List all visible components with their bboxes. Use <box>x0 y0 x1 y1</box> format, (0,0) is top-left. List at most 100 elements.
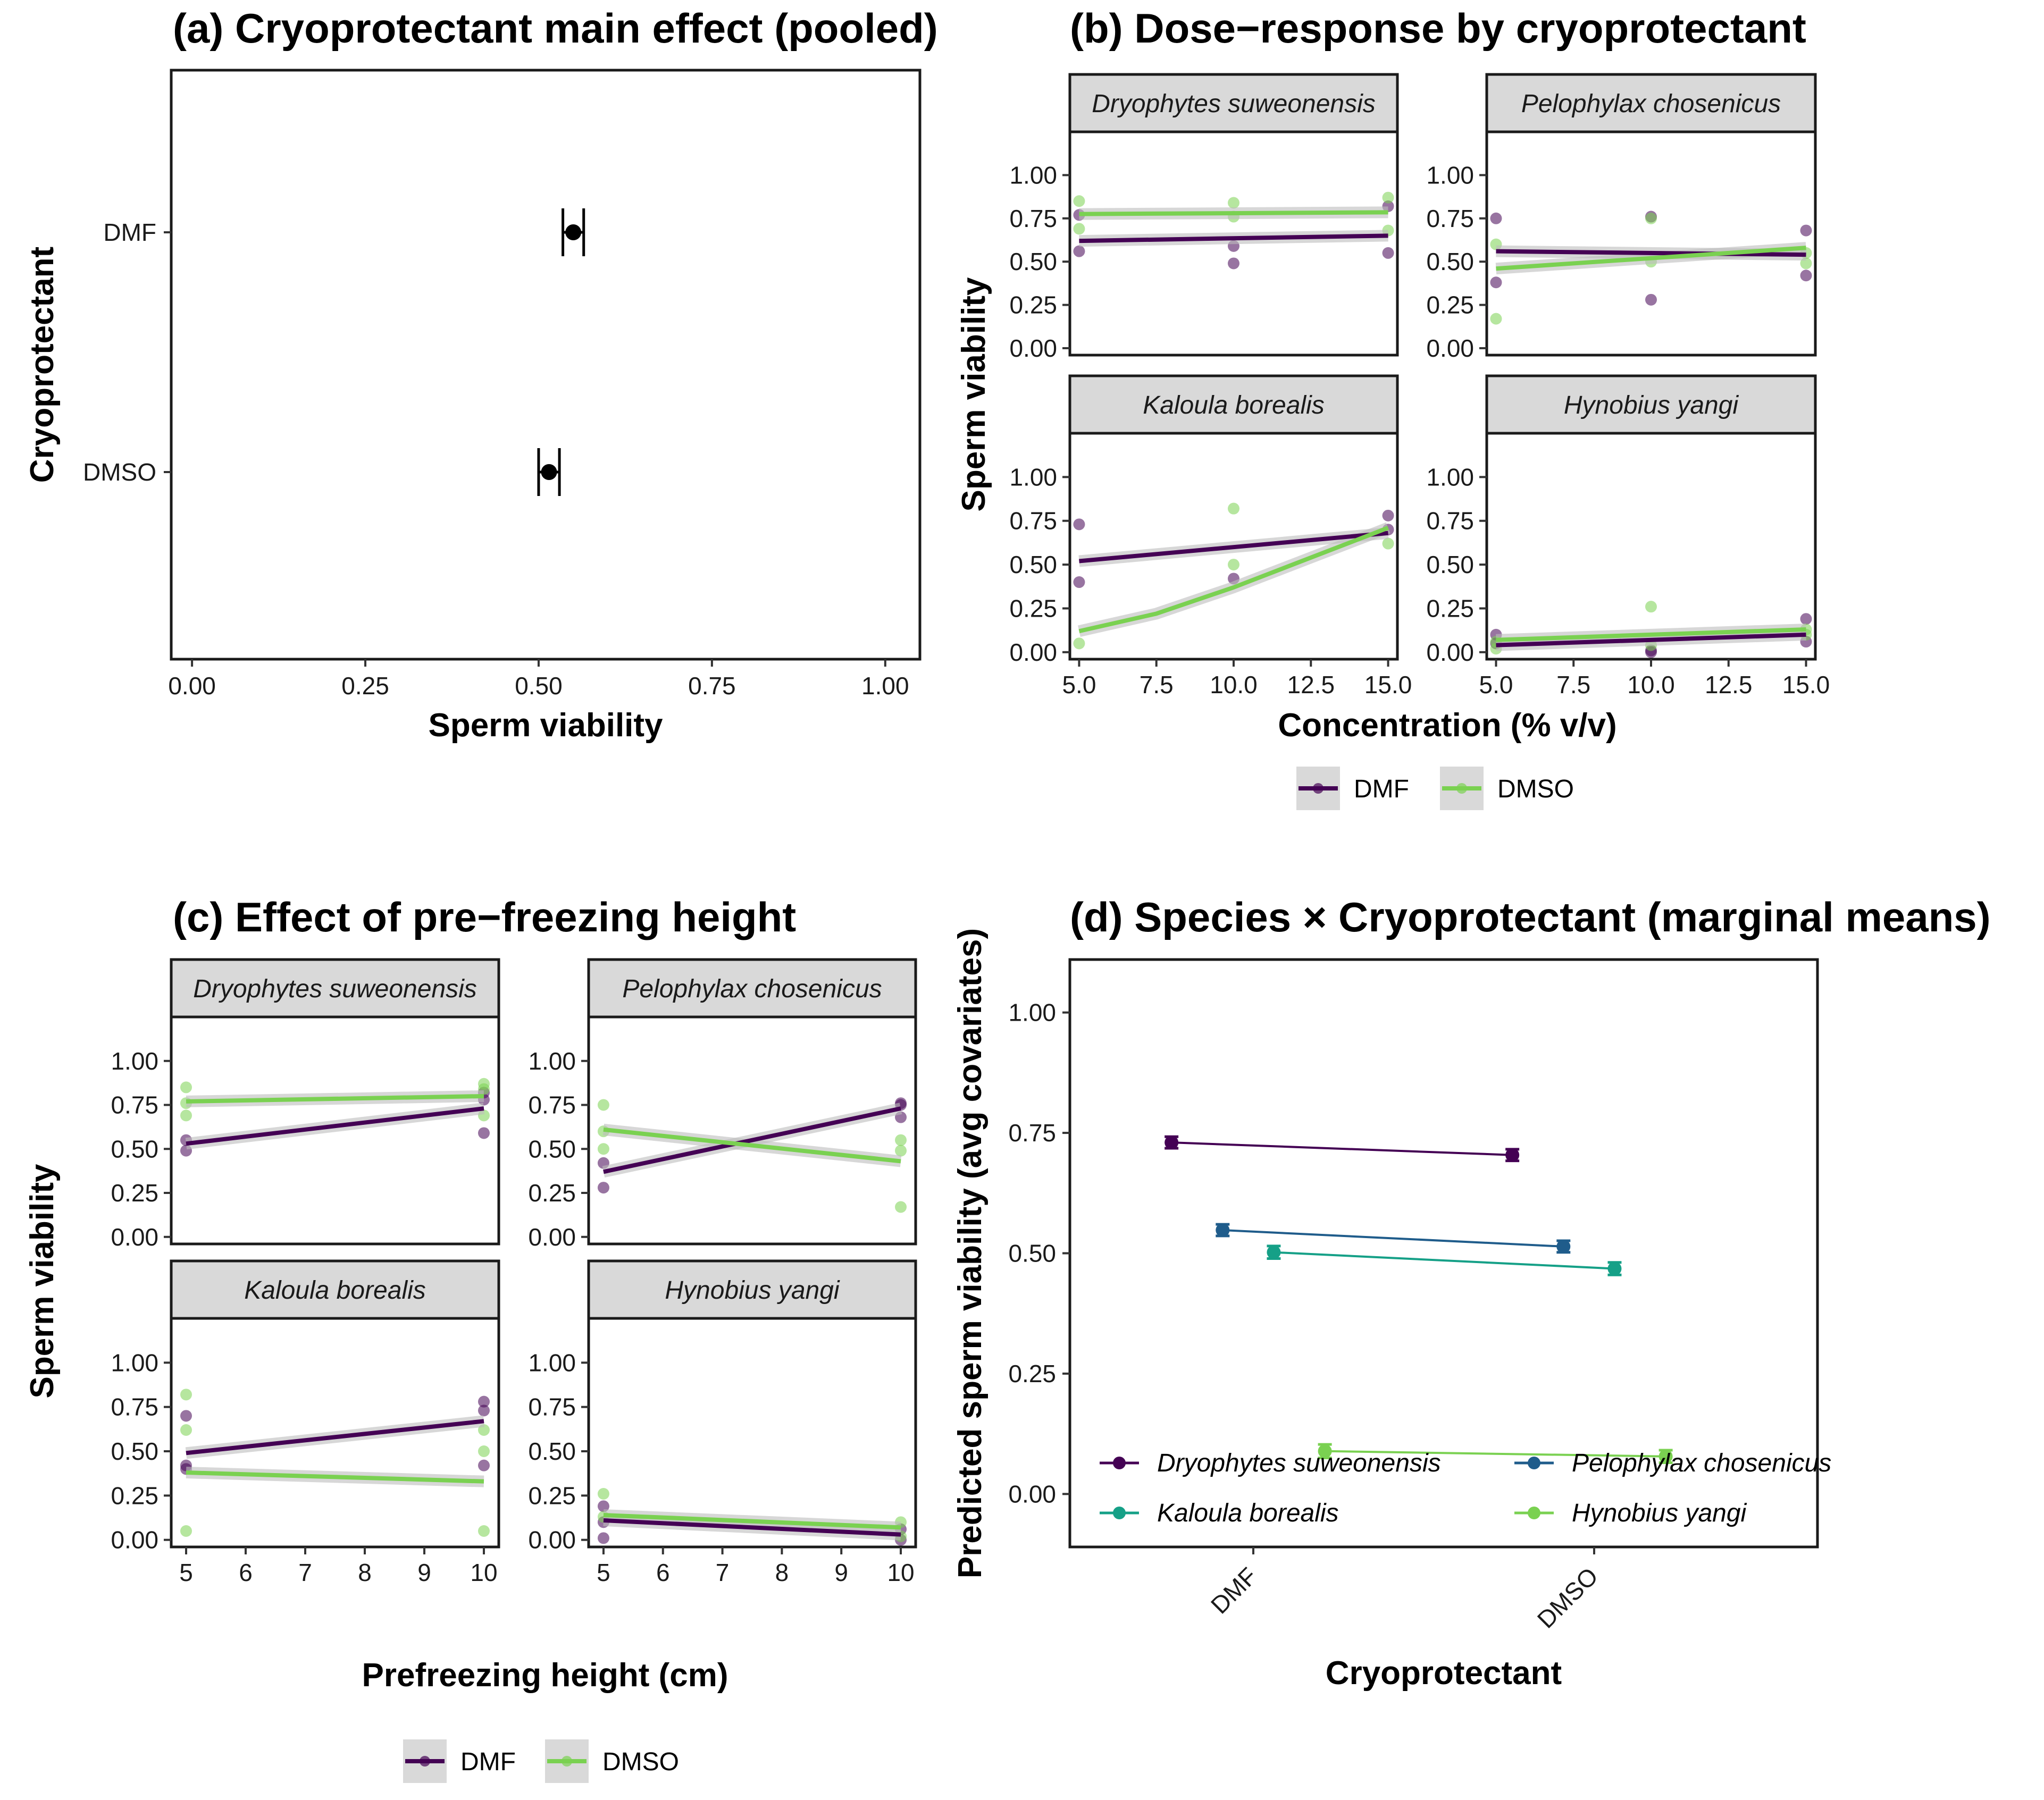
panel-d-xlabel: Cryoprotectant <box>1326 1655 1562 1692</box>
panel-d-legend-label-pelophylax-chosenicus: Pelophylax chosenicus <box>1572 1449 1831 1477</box>
panel-b-facet-dryophytes-suweonensis-ytick-label: 0.00 <box>1009 334 1057 362</box>
panel-a-frame <box>170 69 922 661</box>
panel-b-facet-hynobius-yangi-point-dmso <box>1645 601 1657 613</box>
panel-d-ylabel: Predicted sperm viability (avg covariate… <box>952 928 989 1578</box>
panel-c-facet-hynobius-yangi-point-dmf <box>597 1532 609 1544</box>
panel-b-facet-kaloula-borealis-point-dmso <box>1228 559 1239 571</box>
panel-d-legend-dot-hynobius-yangi <box>1528 1507 1540 1519</box>
panel-c-legend-dot-dmso <box>562 1756 572 1767</box>
panel-c-facet-hynobius-yangi-point-dmso <box>597 1488 609 1500</box>
panel-a-xtick-label: 0.75 <box>688 672 736 700</box>
panel-c-facet-kaloula-borealis-ytick-label: 1.00 <box>111 1349 158 1376</box>
panel-a-point-dmf <box>562 208 585 256</box>
panel-c-title: (c) Effect of pre−freezing height <box>173 894 796 940</box>
panel-c-facet-hynobius-yangi-xtick-label: 5 <box>597 1559 610 1586</box>
panel-c-facet-hynobius-yangi-xtick-label: 7 <box>716 1559 730 1586</box>
panel-c-facet-dryophytes-suweonensis-point-dmso <box>180 1109 192 1122</box>
panel-b-facet-pelophylax-chosenicus-ytick-label: 0.50 <box>1426 248 1474 275</box>
panel-c-facet-hynobius-yangi-ytick-label: 0.75 <box>528 1393 576 1421</box>
panel-b-facet-hynobius-yangi-xtick-label: 10.0 <box>1627 671 1675 699</box>
panel-b-facet-hynobius-yangi-ytick-label: 0.25 <box>1426 594 1474 622</box>
panel-d-frame <box>1068 958 1819 1549</box>
panel-b-facet-pelophylax-chosenicus-point-dmf <box>1645 293 1657 306</box>
panel-c-facet-hynobius-yangi-xtick-label: 6 <box>656 1559 670 1586</box>
panel-b-facet-pelophylax-chosenicus-strip-label: Pelophylax chosenicus <box>1521 90 1781 118</box>
panel-b-facet-kaloula-borealis-point-dmso <box>1382 537 1394 550</box>
panel-c-facet-kaloula-borealis-fit-dmso <box>186 1470 484 1484</box>
panel-b-facet-pelophylax-chosenicus-point-dmf <box>1490 212 1502 224</box>
panel-c-facet-hynobius-yangi-ytick-label: 1.00 <box>528 1349 576 1376</box>
panel-c-facet-dryophytes-suweonensis-point-dmf <box>478 1127 490 1139</box>
panel-c-facet-kaloula-borealis-xtick-label: 10 <box>470 1559 497 1586</box>
panel-d-ytick-label: 0.00 <box>1008 1480 1056 1508</box>
panel-a-xlabel: Sperm viability <box>428 707 663 744</box>
panel-c-facet-dryophytes-suweonensis-fit-dmso <box>186 1094 484 1104</box>
panel-c-facet-kaloula-borealis-point-dmso <box>180 1424 192 1436</box>
panel-c-facet-dryophytes-suweonensis-ytick-label: 0.25 <box>111 1179 158 1207</box>
panel-a-ytick-label: DMF <box>103 218 156 246</box>
panel-b-title: (b) Dose−response by cryoprotectant <box>1070 5 1806 52</box>
panel-c-facet-pelophylax-chosenicus-ytick-label: 0.75 <box>528 1091 576 1119</box>
panel-d-ytick-label: 0.25 <box>1008 1360 1056 1387</box>
panel-c-facet-hynobius-yangi-xtick-label: 8 <box>775 1559 789 1586</box>
panel-c-facet-pelophylax-chosenicus-strip-label: Pelophylax chosenicus <box>622 975 882 1003</box>
panel-b-facet-dryophytes-suweonensis-ytick-label: 0.25 <box>1009 291 1057 319</box>
panel-b-facet-kaloula-borealis-xtick-label: 12.5 <box>1287 671 1335 699</box>
panel-d-point <box>1607 1261 1622 1276</box>
panel-c-facet-kaloula-borealis-point-dmf <box>180 1410 192 1422</box>
panel-d-ytick-label: 1.00 <box>1008 999 1056 1027</box>
panel-c-facet-pelophylax-chosenicus-point-dmso <box>895 1134 907 1146</box>
panel-c-facet-hynobius-yangi-ytick-label: 0.00 <box>528 1526 576 1554</box>
panel-c-facet-dryophytes-suweonensis-strip-label: Dryophytes suweonensis <box>193 975 477 1003</box>
panel-c-facet-kaloula-borealis-ytick-label: 0.00 <box>111 1526 158 1554</box>
panel-c-facet-kaloula-borealis-ytick-label: 0.50 <box>111 1437 158 1465</box>
panel-b-legend-label-dmf: DMF <box>1354 775 1409 803</box>
panel-b-facet-dryophytes-suweonensis-strip-label: Dryophytes suweonensis <box>1092 90 1376 118</box>
panel-c-facet-pelophylax-chosenicus-ytick-label: 0.50 <box>528 1135 576 1163</box>
panel-b-legend-dot-dmso <box>1456 783 1467 794</box>
panel-a-xtick-label: 1.00 <box>861 672 909 700</box>
panel-d-series-hynobius-yangi <box>1318 1443 1673 1464</box>
panel-c-facet-hynobius-yangi-frame <box>587 1317 917 1549</box>
panel-b-facet-dryophytes-suweonensis-point-dmso <box>1073 223 1085 235</box>
panel-b-facet-pelophylax-chosenicus-point-dmso <box>1645 212 1657 224</box>
panel-c-facet-kaloula-borealis-xtick-label: 8 <box>358 1559 372 1586</box>
panel-b-facet-kaloula-borealis-point-dmf <box>1073 518 1085 531</box>
panel-a-xtick-label: 0.50 <box>515 672 563 700</box>
panel-c-facet-kaloula-borealis-ytick-label: 0.75 <box>111 1393 158 1421</box>
panel-b-facet-hynobius-yangi-xtick-label: 7.5 <box>1556 671 1590 699</box>
panel-b-facet-pelophylax-chosenicus-ytick-label: 0.75 <box>1426 205 1474 232</box>
panel-b-facet-hynobius-yangi-ytick-label: 1.00 <box>1426 463 1474 491</box>
panel-b-facet-pelophylax-chosenicus-strip <box>1485 73 1817 133</box>
panel-b-facet-pelophylax-chosenicus-frame <box>1485 130 1817 357</box>
panel-b-facet-dryophytes-suweonensis-ytick-label: 0.50 <box>1009 248 1057 275</box>
panel-b-facet-kaloula-borealis-point-dmf <box>1382 509 1394 522</box>
panel-d-point <box>1318 1444 1332 1458</box>
panel-c-facet-pelophylax-chosenicus-point-dmso <box>895 1145 907 1157</box>
panel-b-facet-hynobius-yangi-ytick-label: 0.50 <box>1426 551 1474 578</box>
panel-b-facet-dryophytes-suweonensis-point-dmso <box>1382 191 1394 204</box>
panel-d-ytick-label: 0.50 <box>1008 1240 1056 1267</box>
panel-b-facet-kaloula-borealis-strip-label: Kaloula borealis <box>1143 391 1325 419</box>
panel-b-facet-pelophylax-chosenicus-point-dmf <box>1800 270 1812 282</box>
panel-d-legend-dot-dryophytes-suweonensis <box>1113 1457 1126 1469</box>
panel-b-facet-pelophylax-chosenicus-point-dmf <box>1800 224 1812 237</box>
panel-c-facet-pelophylax-chosenicus-fit-dmso <box>603 1127 901 1164</box>
panel-b-facet-dryophytes-suweonensis-point-dmso <box>1073 195 1085 207</box>
panel-b-facet-dryophytes-suweonensis-point-dmso <box>1228 197 1239 209</box>
panel-b-facet-hynobius-yangi-fit-dmso <box>1496 627 1806 642</box>
panel-b-facet-kaloula-borealis-point-dmso <box>1073 637 1085 650</box>
panel-b-facet-kaloula-borealis-fit-dmso <box>1078 526 1389 634</box>
panel-c-facet-dryophytes-suweonensis-ytick-label: 0.00 <box>111 1223 158 1251</box>
panel-c-legend-label-dmf: DMF <box>460 1748 516 1776</box>
panel-b-facet-dryophytes-suweonensis-fit-dmf <box>1079 233 1388 243</box>
panel-c-facet-pelophylax-chosenicus-point-dmso <box>597 1143 609 1155</box>
panel-c-facet-kaloula-borealis-point-dmf <box>478 1395 490 1408</box>
panel-c-facet-hynobius-yangi-xtick-label: 10 <box>887 1559 914 1586</box>
panel-d-point <box>1658 1449 1673 1463</box>
panel-c-facet-kaloula-borealis-xtick-label: 7 <box>298 1559 312 1586</box>
panel-a-xtick-label: 0.00 <box>168 672 216 700</box>
panel-c-facet-kaloula-borealis-strip-label: Kaloula borealis <box>244 1276 426 1305</box>
panel-b-facet-pelophylax-chosenicus-fit-dmso <box>1496 246 1806 271</box>
panel-b-facet-kaloula-borealis-ytick-label: 0.75 <box>1009 507 1057 535</box>
